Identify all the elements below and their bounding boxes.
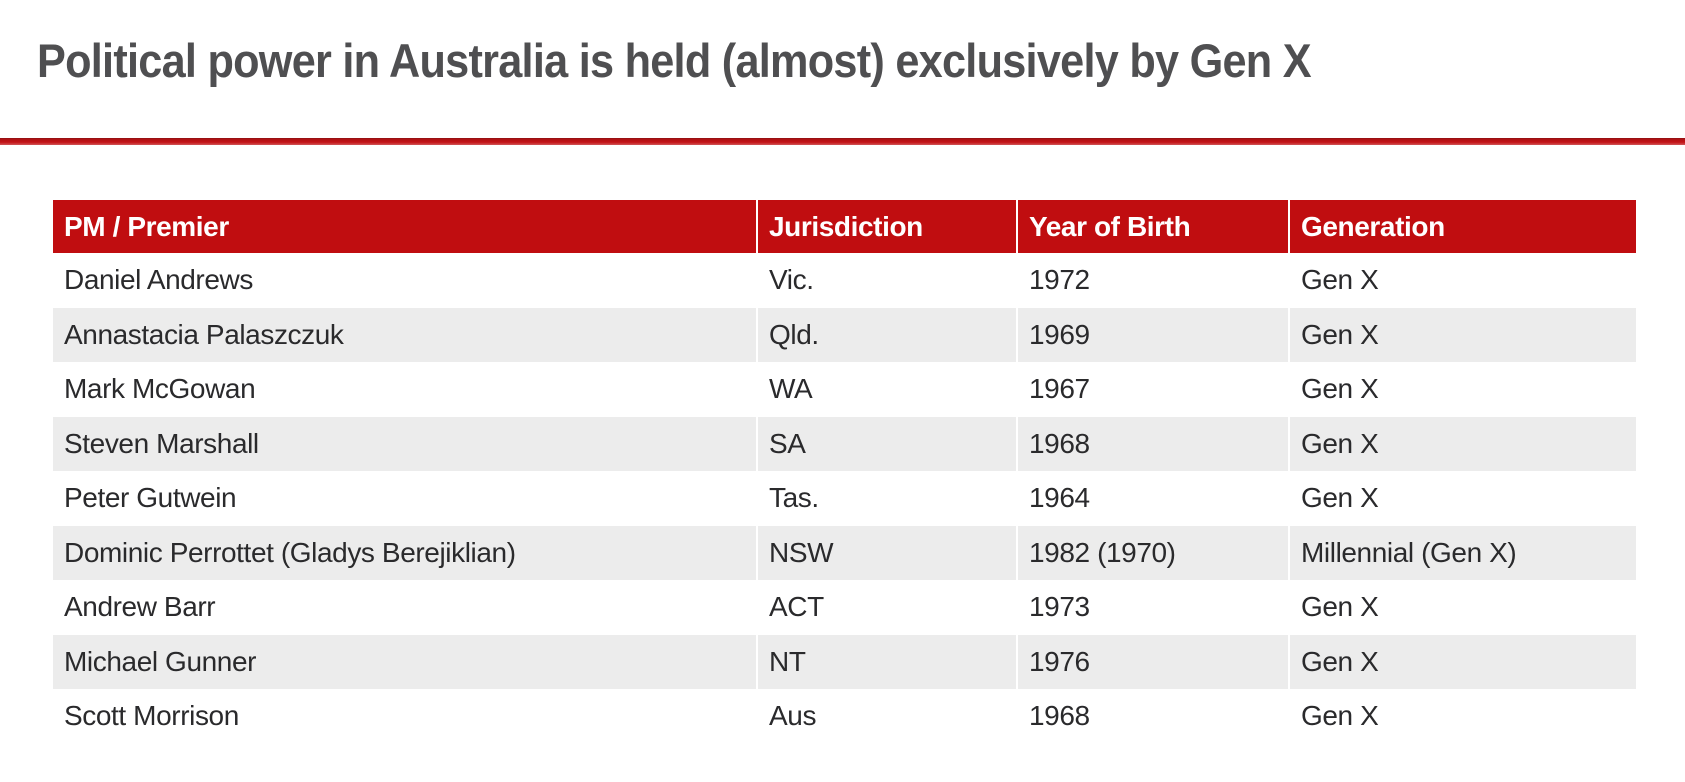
title-underline-rule xyxy=(0,138,1685,145)
table-row: Dominic Perrottet (Gladys Berejiklian) NS… xyxy=(53,525,1636,580)
cell-pm-premier: Scott Morrison xyxy=(64,700,239,732)
table-row: Annastacia Palaszczuk Qld. 1969 Gen X xyxy=(53,307,1636,362)
cell-generation: Gen X xyxy=(1288,416,1636,471)
leaders-table: PM / Premier Jurisdiction Year of Birth … xyxy=(53,200,1636,744)
column-header-year-of-birth: Year of Birth xyxy=(1016,200,1289,253)
column-header-pm-premier: PM / Premier xyxy=(53,200,757,253)
cell-pm-premier: Annastacia Palaszczuk xyxy=(53,307,757,362)
cell-jurisdiction: NSW xyxy=(756,525,1017,580)
cell-jurisdiction: ACT xyxy=(756,580,1017,635)
cell-year-of-birth: 1969 xyxy=(1016,307,1289,362)
table-row: Steven Marshall SA 1968 Gen X xyxy=(53,416,1636,471)
cell-year-of-birth: 1968 xyxy=(1016,416,1289,471)
column-header-generation: Generation xyxy=(1288,200,1636,253)
cell-jurisdiction: SA xyxy=(756,416,1017,471)
table-row: Peter Gutwein Tas. 1964 Gen X xyxy=(53,471,1636,526)
table-header: PM / Premier Jurisdiction Year of Birth … xyxy=(53,200,1636,253)
cell-generation: Gen X xyxy=(1288,689,1636,744)
cell-generation: Gen X xyxy=(1288,471,1636,526)
cell-year-of-birth: 1968 xyxy=(1016,689,1289,744)
cell-year-of-birth: 1973 xyxy=(1016,580,1289,635)
table-row: Michael Gunner NT 1976 Gen X xyxy=(53,634,1636,689)
table-header-row: PM / Premier Jurisdiction Year of Birth … xyxy=(53,200,1636,253)
table-row: Mark McGowan WA 1967 Gen X xyxy=(53,362,1636,417)
column-header-jurisdiction: Jurisdiction xyxy=(756,200,1017,253)
cell-generation: Gen X xyxy=(1288,362,1636,417)
cell-generation: Gen X xyxy=(1288,307,1636,362)
table-row: Andrew Barr ACT 1973 Gen X xyxy=(53,580,1636,635)
cell-pm-premier: Peter Gutwein xyxy=(64,482,237,514)
cell-pm-premier: Michael Gunner xyxy=(53,634,757,689)
cell-pm-premier: Daniel Andrews xyxy=(64,264,253,296)
cell-pm-premier: Mark McGowan xyxy=(64,373,256,405)
page-title: Political power in Australia is held (al… xyxy=(37,34,1312,87)
cell-pm-premier: Steven Marshall xyxy=(53,416,757,471)
table-body: Daniel Andrews Vic. 1972 Gen X Annastacia Pa… xyxy=(53,253,1636,744)
table-row: Scott Morrison Aus 1968 Gen X xyxy=(53,689,1636,744)
table-row: Daniel Andrews Vic. 1972 Gen X xyxy=(53,253,1636,308)
cell-generation: Gen X xyxy=(1288,253,1636,308)
cell-year-of-birth: 1964 xyxy=(1016,471,1289,526)
cell-pm-premier: Andrew Barr xyxy=(64,591,216,623)
cell-year-of-birth: 1982 (1970) xyxy=(1016,525,1289,580)
cell-generation: Gen X xyxy=(1288,580,1636,635)
cell-jurisdiction: Vic. xyxy=(756,253,1017,308)
cell-generation: Gen X xyxy=(1288,634,1636,689)
cell-jurisdiction: Qld. xyxy=(756,307,1017,362)
cell-pm-premier: Dominic Perrottet (Gladys Berejiklian) xyxy=(53,525,757,580)
cell-jurisdiction: Aus xyxy=(756,689,1017,744)
cell-jurisdiction: NT xyxy=(756,634,1017,689)
cell-year-of-birth: 1976 xyxy=(1016,634,1289,689)
cell-jurisdiction: WA xyxy=(756,362,1017,417)
cell-year-of-birth: 1972 xyxy=(1016,253,1289,308)
cell-jurisdiction: Tas. xyxy=(756,471,1017,526)
cell-generation: Millennial (Gen X) xyxy=(1288,525,1636,580)
cell-year-of-birth: 1967 xyxy=(1016,362,1289,417)
